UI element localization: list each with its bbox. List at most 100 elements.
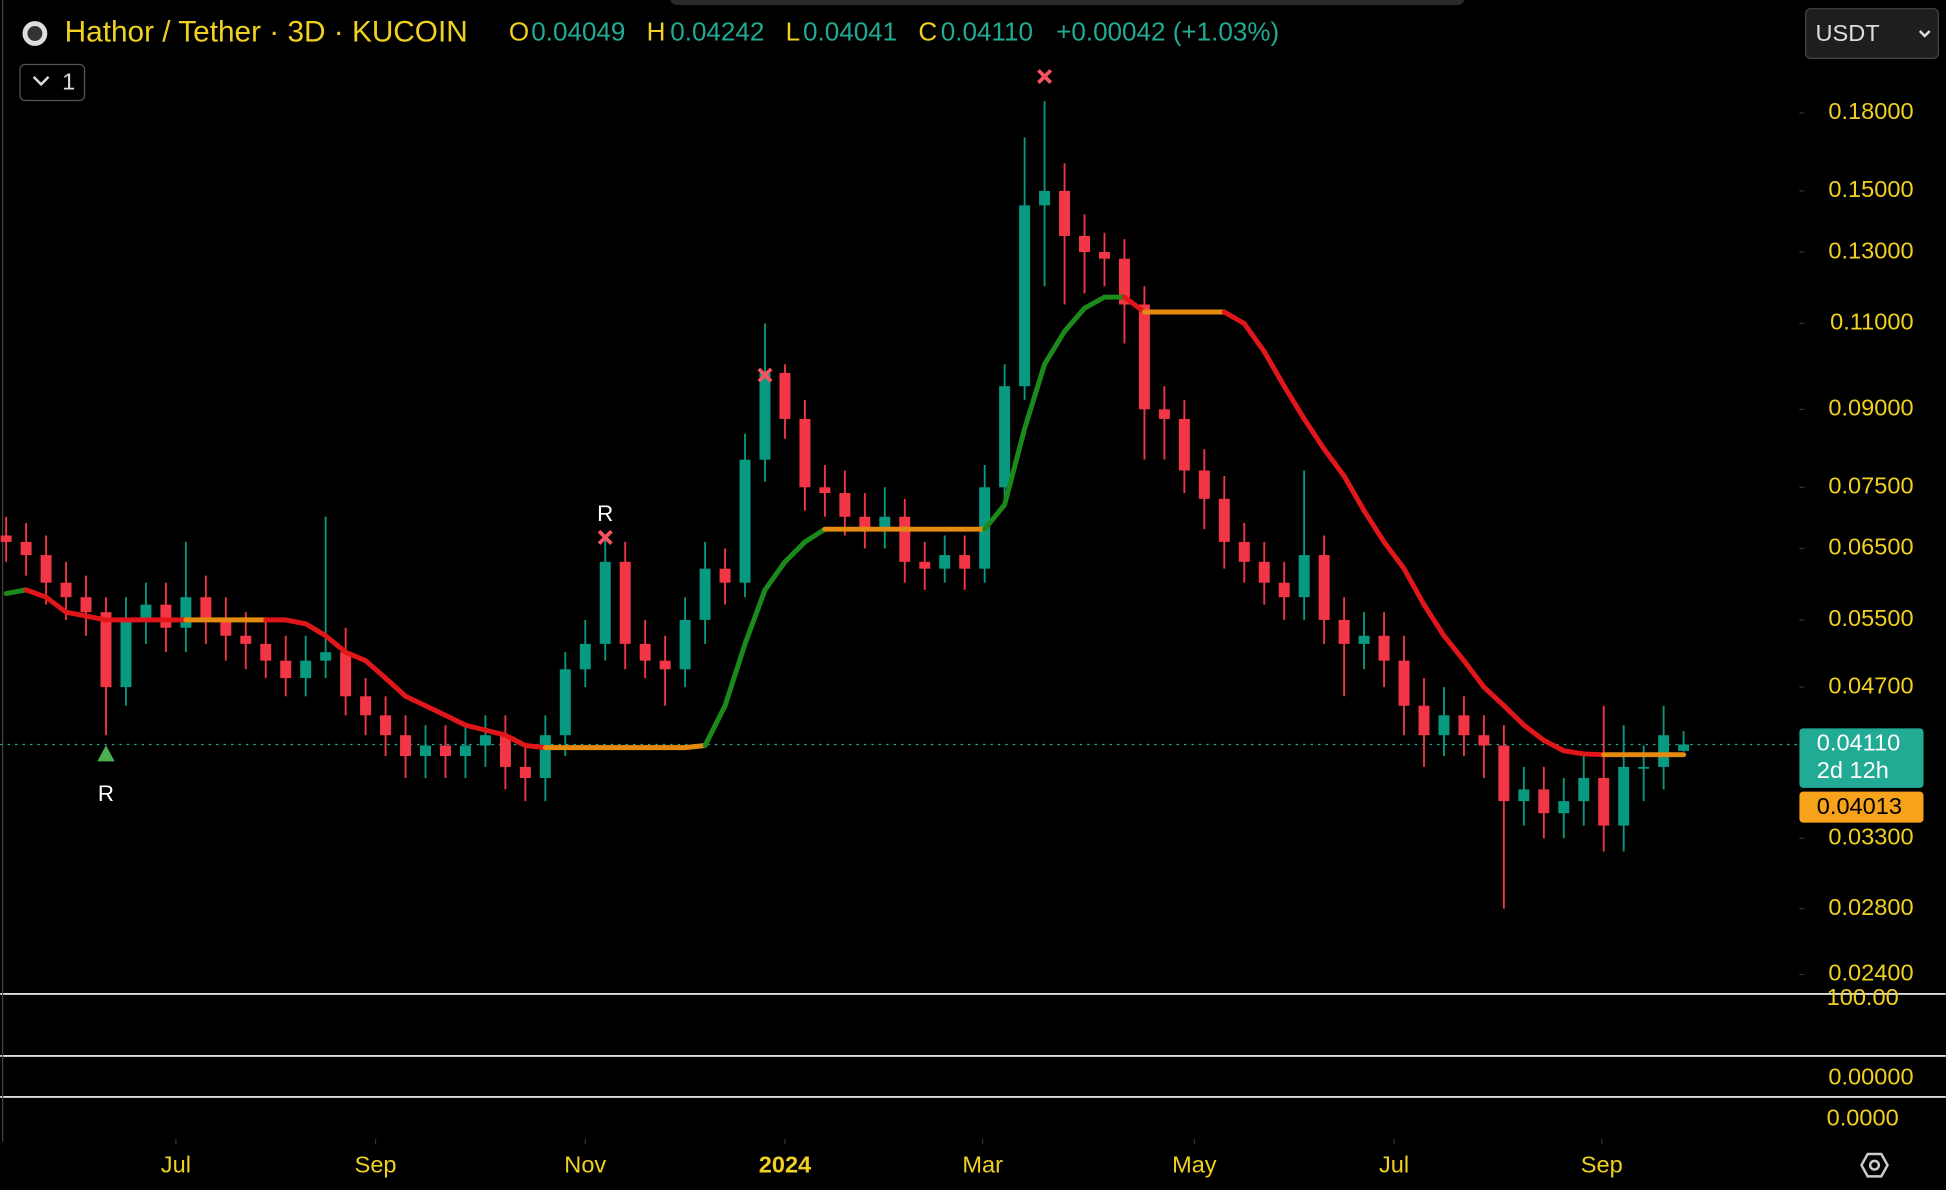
trend-segment <box>1221 309 1247 326</box>
candle-body <box>919 561 931 569</box>
toggle-count[interactable]: 1 <box>62 68 75 94</box>
trend-segment <box>383 675 409 699</box>
y-tick-label: 0.18000 <box>1828 98 1913 124</box>
trend-segment <box>323 633 349 655</box>
x-tick-label: May <box>1172 1152 1217 1178</box>
trend-segment <box>462 722 488 733</box>
candle-body <box>1458 715 1470 736</box>
y-tick-label: 0.02800 <box>1828 894 1913 920</box>
candle-body <box>120 619 132 688</box>
trend-segment <box>43 594 69 615</box>
candle-body <box>1518 789 1530 802</box>
legend-key: O <box>509 16 529 46</box>
trend-segment <box>482 727 508 738</box>
y-tick-label: 0.11000 <box>1830 309 1913 335</box>
candle-body <box>899 516 911 562</box>
candle-body <box>1638 766 1650 769</box>
trend-segment <box>403 693 428 709</box>
currency-label[interactable]: USDT <box>1816 20 1880 46</box>
candle-body <box>959 555 971 569</box>
candle-body <box>1138 304 1150 410</box>
y-tick-label: 0.04700 <box>1828 672 1913 698</box>
toggle-box[interactable] <box>19 63 86 102</box>
plot-area: RR <box>0 68 1800 909</box>
y-tick-label: 0.03300 <box>1828 824 1913 850</box>
candle-body <box>1598 778 1610 826</box>
trend-segment <box>522 743 548 751</box>
candle-body <box>1398 660 1410 706</box>
candle-body <box>799 418 811 488</box>
candle-body <box>1019 205 1031 387</box>
trend-segment <box>1401 566 1427 608</box>
candle-body <box>380 715 392 736</box>
candle-body <box>659 660 671 670</box>
candle-body <box>1318 555 1330 620</box>
trend-segment <box>762 559 788 593</box>
legend-change: +0.00042 (+1.03%) <box>1056 16 1279 46</box>
indicator-toggle[interactable]: 1 <box>19 63 86 102</box>
currency-box[interactable] <box>1805 8 1940 59</box>
currency-select[interactable]: USDT <box>1805 8 1940 59</box>
signal-label: R <box>98 781 114 806</box>
legend-value: 0.04041 <box>803 16 897 46</box>
candle-body <box>719 568 731 583</box>
candle-body <box>839 493 851 517</box>
candle-body <box>559 669 571 736</box>
trend-segment <box>363 658 389 681</box>
trend-segment <box>3 587 29 596</box>
candle-body <box>1298 555 1310 598</box>
candle-body <box>1158 409 1170 419</box>
candle-body <box>699 568 711 620</box>
trend-segment <box>1261 349 1287 389</box>
trend-segment <box>1121 294 1147 315</box>
countdown-label: 2d 12h <box>1817 757 1889 783</box>
candle-body <box>100 612 112 688</box>
signal-x <box>597 529 613 545</box>
candle-body <box>1218 498 1230 542</box>
candle-body <box>1658 735 1670 767</box>
candle-body <box>1558 801 1570 814</box>
trend-segment <box>702 703 728 748</box>
candle-body <box>819 487 831 494</box>
trend-segment <box>1461 658 1487 690</box>
candle-body <box>1059 190 1071 236</box>
candle-body <box>859 516 871 530</box>
chevron <box>1918 30 1931 38</box>
settings-icon[interactable] <box>1860 1152 1889 1178</box>
candle-body <box>619 561 631 644</box>
legend-value: 0.04110 <box>941 16 1033 46</box>
pane-label: 100.00 <box>1827 984 1899 1010</box>
trend-segment <box>782 539 808 565</box>
candle-body <box>459 745 471 757</box>
trend-segment <box>1002 426 1028 508</box>
candle-body <box>240 635 252 644</box>
candle-body <box>639 643 651 661</box>
trend-segment <box>1341 473 1367 514</box>
trend-segment <box>1541 737 1567 754</box>
header: Hathor / Tether · 3D · KUCOIN O 0.04049 … <box>22 15 1279 48</box>
candle-body <box>779 372 791 419</box>
candle-body <box>220 619 232 636</box>
x-tick-label: Jul <box>161 1152 191 1178</box>
trend-segment <box>1241 321 1267 355</box>
candle-body <box>519 766 531 779</box>
x-tick-label: Jul <box>1379 1152 1409 1178</box>
settings-button[interactable] <box>1860 1152 1889 1178</box>
candle-body <box>579 643 591 670</box>
candle-body <box>1198 470 1210 499</box>
candle-body <box>759 372 771 460</box>
x-tick-label: Mar <box>962 1152 1003 1178</box>
trend-segment <box>1561 748 1587 757</box>
candle-body <box>180 597 192 628</box>
trend-segment <box>1381 539 1407 572</box>
trend-segment <box>682 743 708 751</box>
candle-body <box>939 555 951 569</box>
candle-body <box>0 535 12 542</box>
trend-price-label: 0.04013 <box>1817 793 1902 819</box>
legend-value: 0.04242 <box>670 16 764 46</box>
legend-key: H <box>647 16 666 46</box>
pane-label: 0.0000 <box>1827 1104 1899 1130</box>
y-tick-label: 0.07500 <box>1828 472 1913 498</box>
